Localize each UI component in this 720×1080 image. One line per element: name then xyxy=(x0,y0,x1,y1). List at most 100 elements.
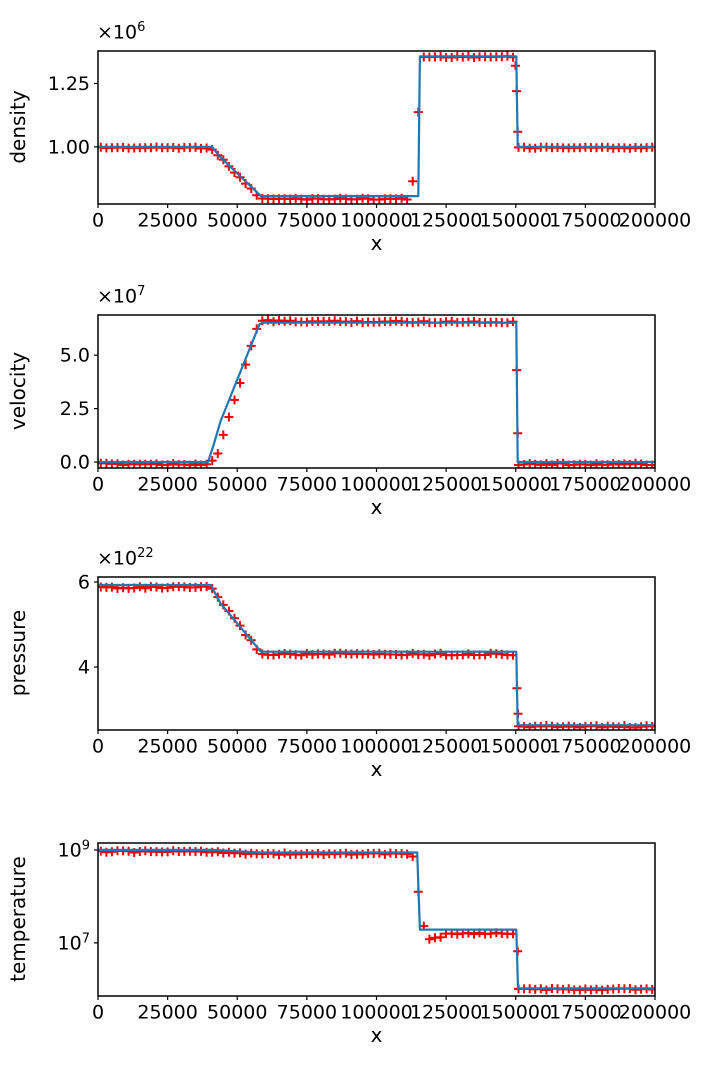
x-tick-label: 150000 xyxy=(479,474,552,496)
y-axis-label-velocity: velocity xyxy=(6,351,30,431)
data-marker xyxy=(235,848,245,858)
axes-spines xyxy=(97,314,656,469)
x-tick-label: 150000 xyxy=(479,736,552,758)
x-tick-label: 50000 xyxy=(207,736,267,758)
data-marker xyxy=(163,847,173,857)
x-tick-label: 175000 xyxy=(549,1002,622,1024)
x-tick-label: 0 xyxy=(92,1002,104,1024)
x-tick-label: 25000 xyxy=(137,1002,197,1024)
y-tick-label: 109 xyxy=(58,838,90,861)
x-tick-label: 200000 xyxy=(619,736,692,758)
data-marker xyxy=(447,316,457,326)
numerical-solution-markers xyxy=(98,582,655,730)
x-tick-label: 0 xyxy=(92,210,104,232)
data-marker xyxy=(408,648,418,658)
data-marker xyxy=(124,846,134,856)
numerical-solution-markers xyxy=(98,846,655,995)
x-axis-label: x xyxy=(370,757,383,781)
x-tick-label: 0 xyxy=(92,474,104,496)
x-tick-label: 50000 xyxy=(207,474,267,496)
data-marker xyxy=(408,176,418,186)
y-tick-label: 107 xyxy=(58,931,90,954)
data-marker xyxy=(380,849,390,859)
data-marker xyxy=(447,53,457,62)
y-axis-offset-pressure: ×1022 xyxy=(97,546,154,570)
data-marker xyxy=(614,722,624,730)
data-marker xyxy=(152,459,161,468)
data-marker xyxy=(541,459,551,468)
x-tick-label: 100000 xyxy=(340,474,413,496)
solution-line xyxy=(98,321,655,464)
data-marker xyxy=(352,316,362,326)
data-marker xyxy=(202,582,212,591)
y-axis-label-pressure: pressure xyxy=(6,609,30,697)
plot-data-region xyxy=(98,846,655,995)
x-tick-label: 25000 xyxy=(137,474,197,496)
x-tick-label: 100000 xyxy=(340,210,413,232)
data-marker xyxy=(558,458,568,468)
solution-line xyxy=(98,55,655,198)
x-tick-label: 175000 xyxy=(549,474,622,496)
x-tick-label: 100000 xyxy=(340,1002,413,1024)
solution-line xyxy=(98,848,655,990)
data-marker xyxy=(168,459,178,468)
y-tick-label: 6 xyxy=(78,572,90,594)
x-tick-label: 75000 xyxy=(277,210,337,232)
x-tick-label: 75000 xyxy=(277,1002,337,1024)
y-tick-label: 2.5 xyxy=(60,398,90,420)
x-tick-label: 75000 xyxy=(277,736,337,758)
x-axis-label: x xyxy=(370,495,383,519)
data-marker xyxy=(285,316,295,326)
plot-data-region xyxy=(98,582,655,730)
plot-data-region xyxy=(98,51,655,204)
y-axis-offset-velocity: ×107 xyxy=(97,284,146,308)
data-marker xyxy=(218,430,228,440)
y-axis-label-density: density xyxy=(6,90,30,164)
x-tick-label: 50000 xyxy=(207,1002,267,1024)
x-tick-label: 75000 xyxy=(277,474,337,496)
subplot-temperature: 0 25000 50000 75000 100000125000150000175000… xyxy=(58,838,692,1023)
data-marker xyxy=(402,849,412,859)
x-tick-label: 150000 xyxy=(479,1002,552,1024)
x-tick-label: 125000 xyxy=(410,736,483,758)
data-marker xyxy=(213,847,223,857)
x-axis-label: x xyxy=(370,1023,383,1047)
data-marker xyxy=(469,929,479,939)
x-tick-label: 125000 xyxy=(410,210,483,232)
y-axis-offset-density: ×106 xyxy=(97,20,146,44)
x-tick-label: 0 xyxy=(92,736,104,758)
subplot-pressure: 0 25000 50000 75000 100000125000150000175000… xyxy=(78,572,691,758)
x-tick-label: 200000 xyxy=(619,474,692,496)
axes-spines xyxy=(97,842,656,997)
y-axis-label-temperature: temperature xyxy=(6,856,30,982)
x-tick-label: 200000 xyxy=(619,1002,692,1024)
data-marker xyxy=(113,459,122,468)
data-marker xyxy=(436,932,446,942)
data-marker xyxy=(436,648,446,658)
data-marker xyxy=(541,985,551,995)
y-tick-label: 5.0 xyxy=(60,345,90,367)
subplot-density: 0 25000 50000 75000 100000125000150000175000… xyxy=(48,50,692,232)
data-marker xyxy=(224,412,234,422)
data-marker xyxy=(302,649,312,658)
numerical-solution-markers xyxy=(98,315,655,468)
data-marker xyxy=(98,846,106,856)
axes-spines xyxy=(97,50,656,205)
x-tick-label: 125000 xyxy=(410,1002,483,1024)
y-tick-label: 4 xyxy=(78,657,90,679)
data-marker xyxy=(230,395,239,405)
y-tick-label: 1.25 xyxy=(48,73,90,95)
plot-data-region xyxy=(98,315,655,468)
data-marker xyxy=(135,582,145,592)
data-marker xyxy=(424,934,434,944)
solution-line xyxy=(98,583,655,727)
y-tick-label: 0.0 xyxy=(60,452,90,474)
y-tick-label: 1.00 xyxy=(48,136,90,158)
x-tick-label: 25000 xyxy=(137,736,197,758)
x-tick-label: 200000 xyxy=(619,210,692,232)
data-marker xyxy=(608,458,618,468)
x-tick-label: 150000 xyxy=(479,210,552,232)
x-tick-label: 125000 xyxy=(410,474,483,496)
